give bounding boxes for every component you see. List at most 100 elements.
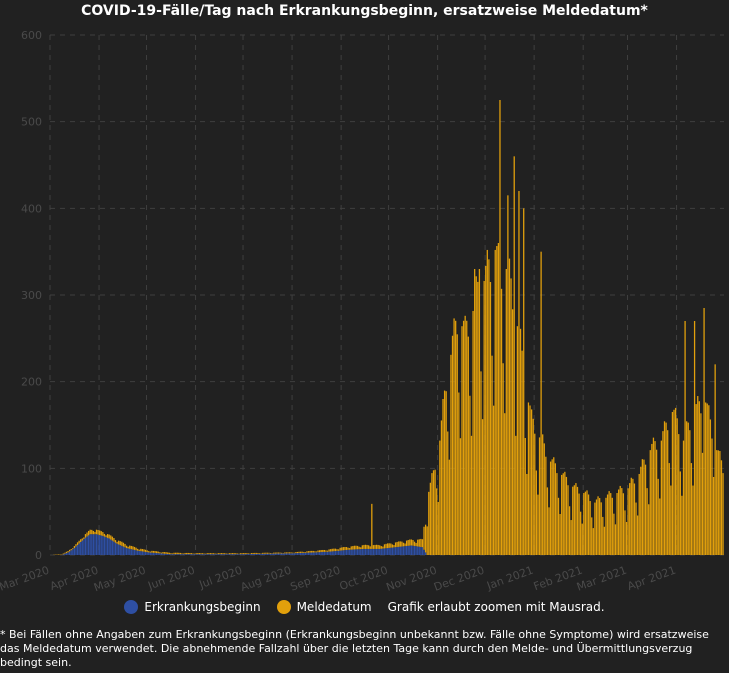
bar-meldedatum-2020-09-26: [380, 546, 382, 549]
bar-meldedatum-2020-12-15: [507, 195, 509, 556]
bar-meldedatum-2020-11-15: [459, 438, 462, 555]
legend-label-meldedatum: Meldedatum: [296, 600, 372, 614]
bar-erkrankungsbeginn-2020-07-07: [252, 553, 254, 555]
bar-meldedatum-2020-07-13: [262, 552, 264, 554]
bar-meldedatum-2020-12-01: [485, 265, 487, 555]
bar-meldedatum-2021-03-23: [662, 431, 664, 555]
bar-meldedatum-2021-03-01: [627, 488, 629, 555]
bar-meldedatum-2020-05-03: [149, 551, 151, 553]
bar-meldedatum-2020-11-06: [445, 391, 447, 555]
bar-erkrankungsbeginn-2020-06-03: [198, 554, 201, 555]
legend-item-meldedatum[interactable]: Meldedatum: [276, 600, 372, 614]
bar-meldedatum-2020-12-02: [486, 249, 488, 555]
bar-meldedatum-2021-02-17: [608, 491, 610, 555]
bar-meldedatum-2020-04-22: [132, 546, 134, 550]
bar-meldedatum-2021-02-09: [595, 499, 598, 555]
bar-meldedatum-2021-01-16: [557, 497, 560, 555]
bar-erkrankungsbeginn-2020-07-08: [254, 553, 256, 555]
bar-meldedatum-2020-07-15: [265, 552, 267, 554]
x-tick-label: Oct 2020: [338, 564, 390, 593]
bar-erkrankungsbeginn-2020-10-17: [413, 545, 416, 555]
bar-erkrankungsbeginn-2020-04-18: [125, 548, 128, 555]
bar-meldedatum-2020-06-18: [222, 553, 224, 555]
bar-meldedatum-2020-12-24: [521, 350, 523, 555]
bar-erkrankungsbeginn-2020-05-09: [159, 553, 161, 555]
bar-meldedatum-2021-01-25: [572, 486, 574, 555]
bar-meldedatum-2021-02-02: [584, 491, 587, 555]
bar-meldedatum-2020-09-19: [369, 546, 371, 549]
chart-bars: [53, 100, 724, 556]
bar-meldedatum-2020-12-23: [519, 328, 522, 555]
bar-meldedatum-2020-12-19: [513, 156, 515, 556]
legend-item-erkrankungsbeginn[interactable]: Erkrankungsbeginn: [124, 600, 261, 614]
bar-erkrankungsbeginn-2020-08-14: [312, 552, 314, 555]
bar-meldedatum-2021-04-29: [720, 460, 723, 555]
bar-erkrankungsbeginn-2020-04-29: [143, 551, 145, 555]
bar-meldedatum-2020-07-07: [252, 552, 254, 554]
bar-meldedatum-2020-12-07: [494, 249, 496, 555]
bar-meldedatum-2020-08-12: [309, 550, 311, 553]
bar-erkrankungsbeginn-2020-07-05: [249, 554, 251, 555]
bar-erkrankungsbeginn-2020-09-30: [387, 548, 389, 555]
bar-erkrankungsbeginn-2020-04-28: [141, 551, 144, 555]
bar-meldedatum-2021-04-05: [682, 440, 685, 555]
bar-meldedatum-2020-12-06: [493, 405, 495, 555]
bar-meldedatum-2020-06-15: [217, 553, 219, 555]
bar-meldedatum-2020-05-21: [178, 552, 180, 555]
bar-meldedatum-2020-05-09: [159, 552, 161, 554]
bar-meldedatum-2020-09-29: [385, 543, 387, 549]
bar-meldedatum-2021-02-04: [587, 494, 590, 555]
bar-meldedatum-2020-03-09: [62, 553, 64, 555]
bar-meldedatum-2021-03-10: [641, 459, 644, 555]
bar-meldedatum-2021-03-26: [667, 430, 669, 555]
bar-erkrankungsbeginn-2020-05-19: [174, 554, 177, 555]
bar-erkrankungsbeginn-2020-08-10: [306, 552, 308, 555]
bar-meldedatum-2021-01-02: [535, 470, 538, 555]
bar-erkrankungsbeginn-2020-04-20: [129, 548, 131, 555]
bar-meldedatum-2020-12-04: [489, 282, 492, 555]
bar-meldedatum-2020-08-25: [330, 549, 332, 552]
bar-meldedatum-2020-09-25: [379, 545, 381, 549]
bar-meldedatum-2020-06-24: [231, 553, 234, 555]
bar-meldedatum-2020-04-07: [108, 534, 110, 539]
bar-meldedatum-2020-04-14: [119, 541, 121, 546]
bar-erkrankungsbeginn-2020-08-01: [292, 553, 294, 555]
bar-meldedatum-2021-01-09: [546, 487, 549, 555]
bar-erkrankungsbeginn-2020-07-26: [282, 553, 284, 555]
bar-erkrankungsbeginn-2020-05-15: [168, 554, 170, 555]
legend-dot-meldedatum: [276, 600, 291, 614]
bar-meldedatum-2020-05-17: [171, 553, 174, 555]
bar-meldedatum-2021-01-30: [580, 511, 582, 555]
bar-meldedatum-2020-03-15: [72, 548, 74, 550]
bar-meldedatum-2020-08-15: [314, 551, 316, 553]
bar-meldedatum-2021-03-29: [671, 412, 674, 555]
bar-erkrankungsbeginn-2020-08-30: [337, 550, 340, 555]
bar-erkrankungsbeginn-2020-10-10: [402, 546, 405, 555]
bar-erkrankungsbeginn-2020-08-12: [309, 552, 311, 555]
bar-meldedatum-2020-06-17: [220, 553, 223, 555]
bar-meldedatum-2020-05-08: [157, 551, 159, 554]
bar-meldedatum-2020-09-08: [352, 546, 354, 550]
bar-erkrankungsbeginn-2020-03-09: [62, 554, 64, 555]
bar-meldedatum-2020-06-27: [236, 553, 238, 555]
bar-meldedatum-2020-06-26: [235, 553, 237, 555]
bar-meldedatum-2021-02-24: [619, 485, 621, 555]
bar-meldedatum-2020-10-16: [412, 539, 414, 546]
bar-meldedatum-2020-08-13: [311, 550, 313, 553]
bar-erkrankungsbeginn-2020-08-29: [336, 550, 338, 555]
bar-meldedatum-2020-03-13: [68, 549, 71, 552]
bar-meldedatum-2021-03-24: [663, 421, 666, 555]
bar-erkrankungsbeginn-2020-03-30: [95, 534, 98, 555]
bar-erkrankungsbeginn-2020-04-30: [144, 551, 147, 555]
bar-meldedatum-2021-03-25: [665, 422, 667, 555]
bar-meldedatum-2020-04-25: [137, 548, 139, 551]
bar-erkrankungsbeginn-2020-10-14: [409, 545, 411, 555]
bar-meldedatum-2020-04-28: [141, 549, 144, 552]
bar-meldedatum-2021-04-17: [701, 452, 704, 555]
bar-meldedatum-2020-09-03: [344, 546, 346, 551]
bar-meldedatum-2020-06-10: [209, 553, 212, 555]
bar-meldedatum-2021-03-08: [638, 473, 640, 555]
bar-erkrankungsbeginn-2020-09-02: [342, 550, 344, 555]
bar-meldedatum-2020-10-01: [388, 543, 390, 548]
